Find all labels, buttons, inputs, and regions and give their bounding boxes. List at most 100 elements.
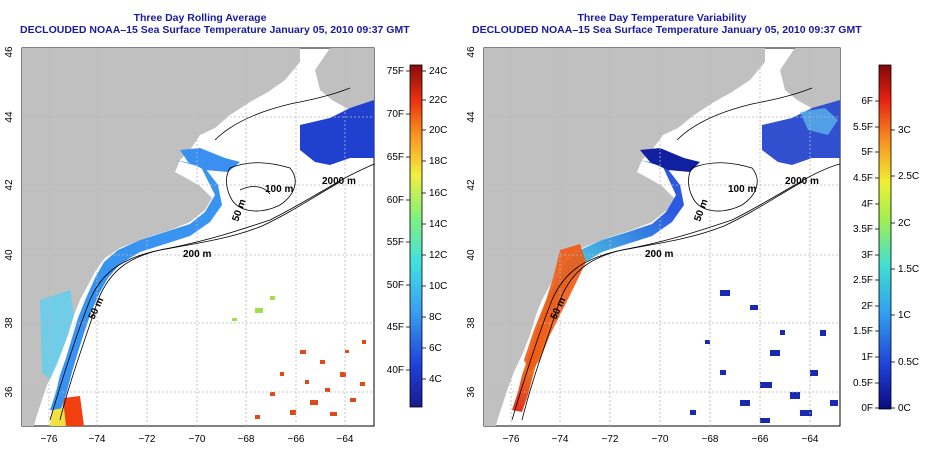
left-sst-coastal — [50, 160, 222, 412]
left-cb-c-label: 18C — [429, 156, 447, 167]
left-sst-inner-shelf — [40, 290, 74, 380]
right-cb-c-label: 1.5C — [898, 264, 919, 275]
left-cb-c-label: 10C — [429, 281, 447, 292]
right-cb-f-label: 4.5F — [853, 173, 873, 184]
right-cb-c-label: 1C — [898, 310, 911, 321]
left-cb-c-label: 8C — [429, 312, 442, 323]
right-cb-f-label: 0.5F — [853, 378, 873, 389]
right-var-gulf-maine — [640, 148, 700, 172]
left-lat-ticks: 46 44 42 40 38 36 — [4, 46, 15, 398]
left-map: 2000 m 100 m 50 m 200 m 50 m −76 −74 −72… — [4, 46, 375, 445]
left-lat-tick: 46 — [4, 46, 15, 58]
right-title-line2: DECLOUDED NOAA–15 Sea Surface Temperatur… — [472, 24, 862, 36]
right-contours — [511, 87, 840, 421]
right-land — [484, 48, 765, 426]
right-lon-tick: −64 — [802, 434, 819, 445]
right-lat-tick: 38 — [466, 317, 477, 329]
left-grid — [22, 48, 374, 426]
right-lat-ticks: 46 44 42 40 38 36 — [466, 46, 477, 398]
left-cb-c-label: 22C — [429, 95, 447, 106]
left-lon-ticks: −76 −74 −72 −70 −68 −66 −64 — [41, 434, 354, 445]
left-sst-gulf-maine — [180, 148, 240, 172]
left-sst-scotian — [300, 100, 374, 165]
left-lon-tick: −68 — [238, 434, 255, 445]
right-cb-c-label: 3C — [898, 125, 911, 136]
right-grid — [484, 48, 840, 426]
left-colorbar: 75F 70F 65F 60F 55F 50F 45F 40F 24C 22C … — [387, 64, 447, 408]
left-cb-c-label: 20C — [429, 125, 447, 136]
left-cb-c-label: 24C — [429, 66, 447, 77]
right-offshore-low — [690, 290, 838, 423]
left-title-line1: Three Day Rolling Average — [133, 12, 267, 24]
left-cb-c-label: 12C — [429, 250, 447, 261]
left-cb-f-label: 65F — [387, 152, 404, 163]
right-cb-c-label: 0C — [898, 403, 911, 414]
left-lon-tick: −74 — [89, 434, 106, 445]
right-var-high — [524, 244, 586, 372]
left-land — [22, 48, 300, 426]
right-var-scotian-mid — [800, 108, 838, 135]
left-title-line2: DECLOUDED NOAA–15 Sea Surface Temperatur… — [20, 24, 410, 36]
right-cb-f-label: 1F — [861, 352, 873, 363]
left-sst-gulfstream — [60, 396, 84, 426]
right-cb-f-label: 3.5F — [853, 224, 873, 235]
right-lat-tick: 46 — [466, 46, 477, 58]
right-lat-tick: 42 — [466, 179, 477, 191]
left-lat-tick: 36 — [4, 386, 15, 398]
left-lat-tick: 38 — [4, 317, 15, 329]
right-cb-c-label: 2C — [898, 218, 911, 229]
left-offshore-mild — [232, 296, 275, 321]
right-cb-f-label: 2F — [861, 301, 873, 312]
left-cb-c-label: 4C — [429, 374, 442, 385]
left-contour-label-2000m: 2000 m — [322, 176, 356, 187]
right-cb-c-label: 0.5C — [898, 357, 919, 368]
left-cb-f-label: 70F — [387, 109, 404, 120]
right-map: 2000 m 100 m 50 m 200 m 50 m −76 −74 −72… — [466, 46, 841, 445]
right-contour-label-100m: 100 m — [728, 184, 756, 195]
right-lon-tick: −70 — [652, 434, 669, 445]
right-lon-tick: −72 — [602, 434, 619, 445]
left-contours — [49, 87, 374, 421]
left-lon-tick: −66 — [288, 434, 305, 445]
left-cb-f-label: 40F — [387, 365, 404, 376]
left-lat-tick: 42 — [4, 179, 15, 191]
left-contour-label-200m: 200 m — [183, 249, 211, 260]
right-colorbar-bar — [878, 64, 892, 410]
right-cb-f-label: 2.5F — [853, 275, 873, 286]
right-lon-tick: −76 — [503, 434, 520, 445]
left-colorbar-bar — [409, 64, 423, 408]
right-title: Three Day Temperature Variability DECLOU… — [472, 12, 862, 36]
right-cb-c-label: 2.5C — [898, 171, 919, 182]
left-cb-f-label: 55F — [387, 237, 404, 248]
left-land-nova-scotia — [315, 48, 374, 120]
right-contour-label-2000m: 2000 m — [785, 176, 819, 187]
right-cb-f-label: 0F — [861, 403, 873, 414]
left-cb-f-label: 60F — [387, 195, 404, 206]
left-cb-c-label: 6C — [429, 343, 442, 354]
right-contour-label-200m: 200 m — [645, 249, 673, 260]
left-lon-tick: −70 — [189, 434, 206, 445]
right-lat-tick: 44 — [466, 111, 477, 123]
right-cb-f-label: 4F — [861, 199, 873, 210]
left-lat-tick: 40 — [4, 249, 15, 261]
right-cb-f-label: 6F — [861, 96, 873, 107]
right-cb-f-label: 1.5F — [853, 326, 873, 337]
left-lon-tick: −72 — [139, 434, 156, 445]
right-cb-f-label: 5F — [861, 147, 873, 158]
right-cb-f-label: 3F — [861, 250, 873, 261]
right-var-shelf — [512, 160, 684, 412]
right-lon-tick: −74 — [552, 434, 569, 445]
left-lon-tick: −76 — [41, 434, 58, 445]
left-contour-label-100m: 100 m — [265, 184, 293, 195]
right-title-line1: Three Day Temperature Variability — [577, 12, 747, 24]
right-lon-ticks: −76 −74 −72 −70 −68 −66 −64 — [503, 434, 819, 445]
left-cb-c-label: 14C — [429, 219, 447, 230]
right-colorbar: 6F 5.5F 5F 4.5F 4F 3.5F 3F 2.5F 2F 1.5F … — [853, 64, 919, 414]
left-cb-f-label: 45F — [387, 322, 404, 333]
left-cb-f-label: 75F — [387, 66, 404, 77]
left-offshore-warm — [255, 340, 366, 419]
right-lat-tick: 36 — [466, 386, 477, 398]
left-lon-tick: −64 — [337, 434, 354, 445]
left-cb-c-label: 16C — [429, 188, 447, 199]
